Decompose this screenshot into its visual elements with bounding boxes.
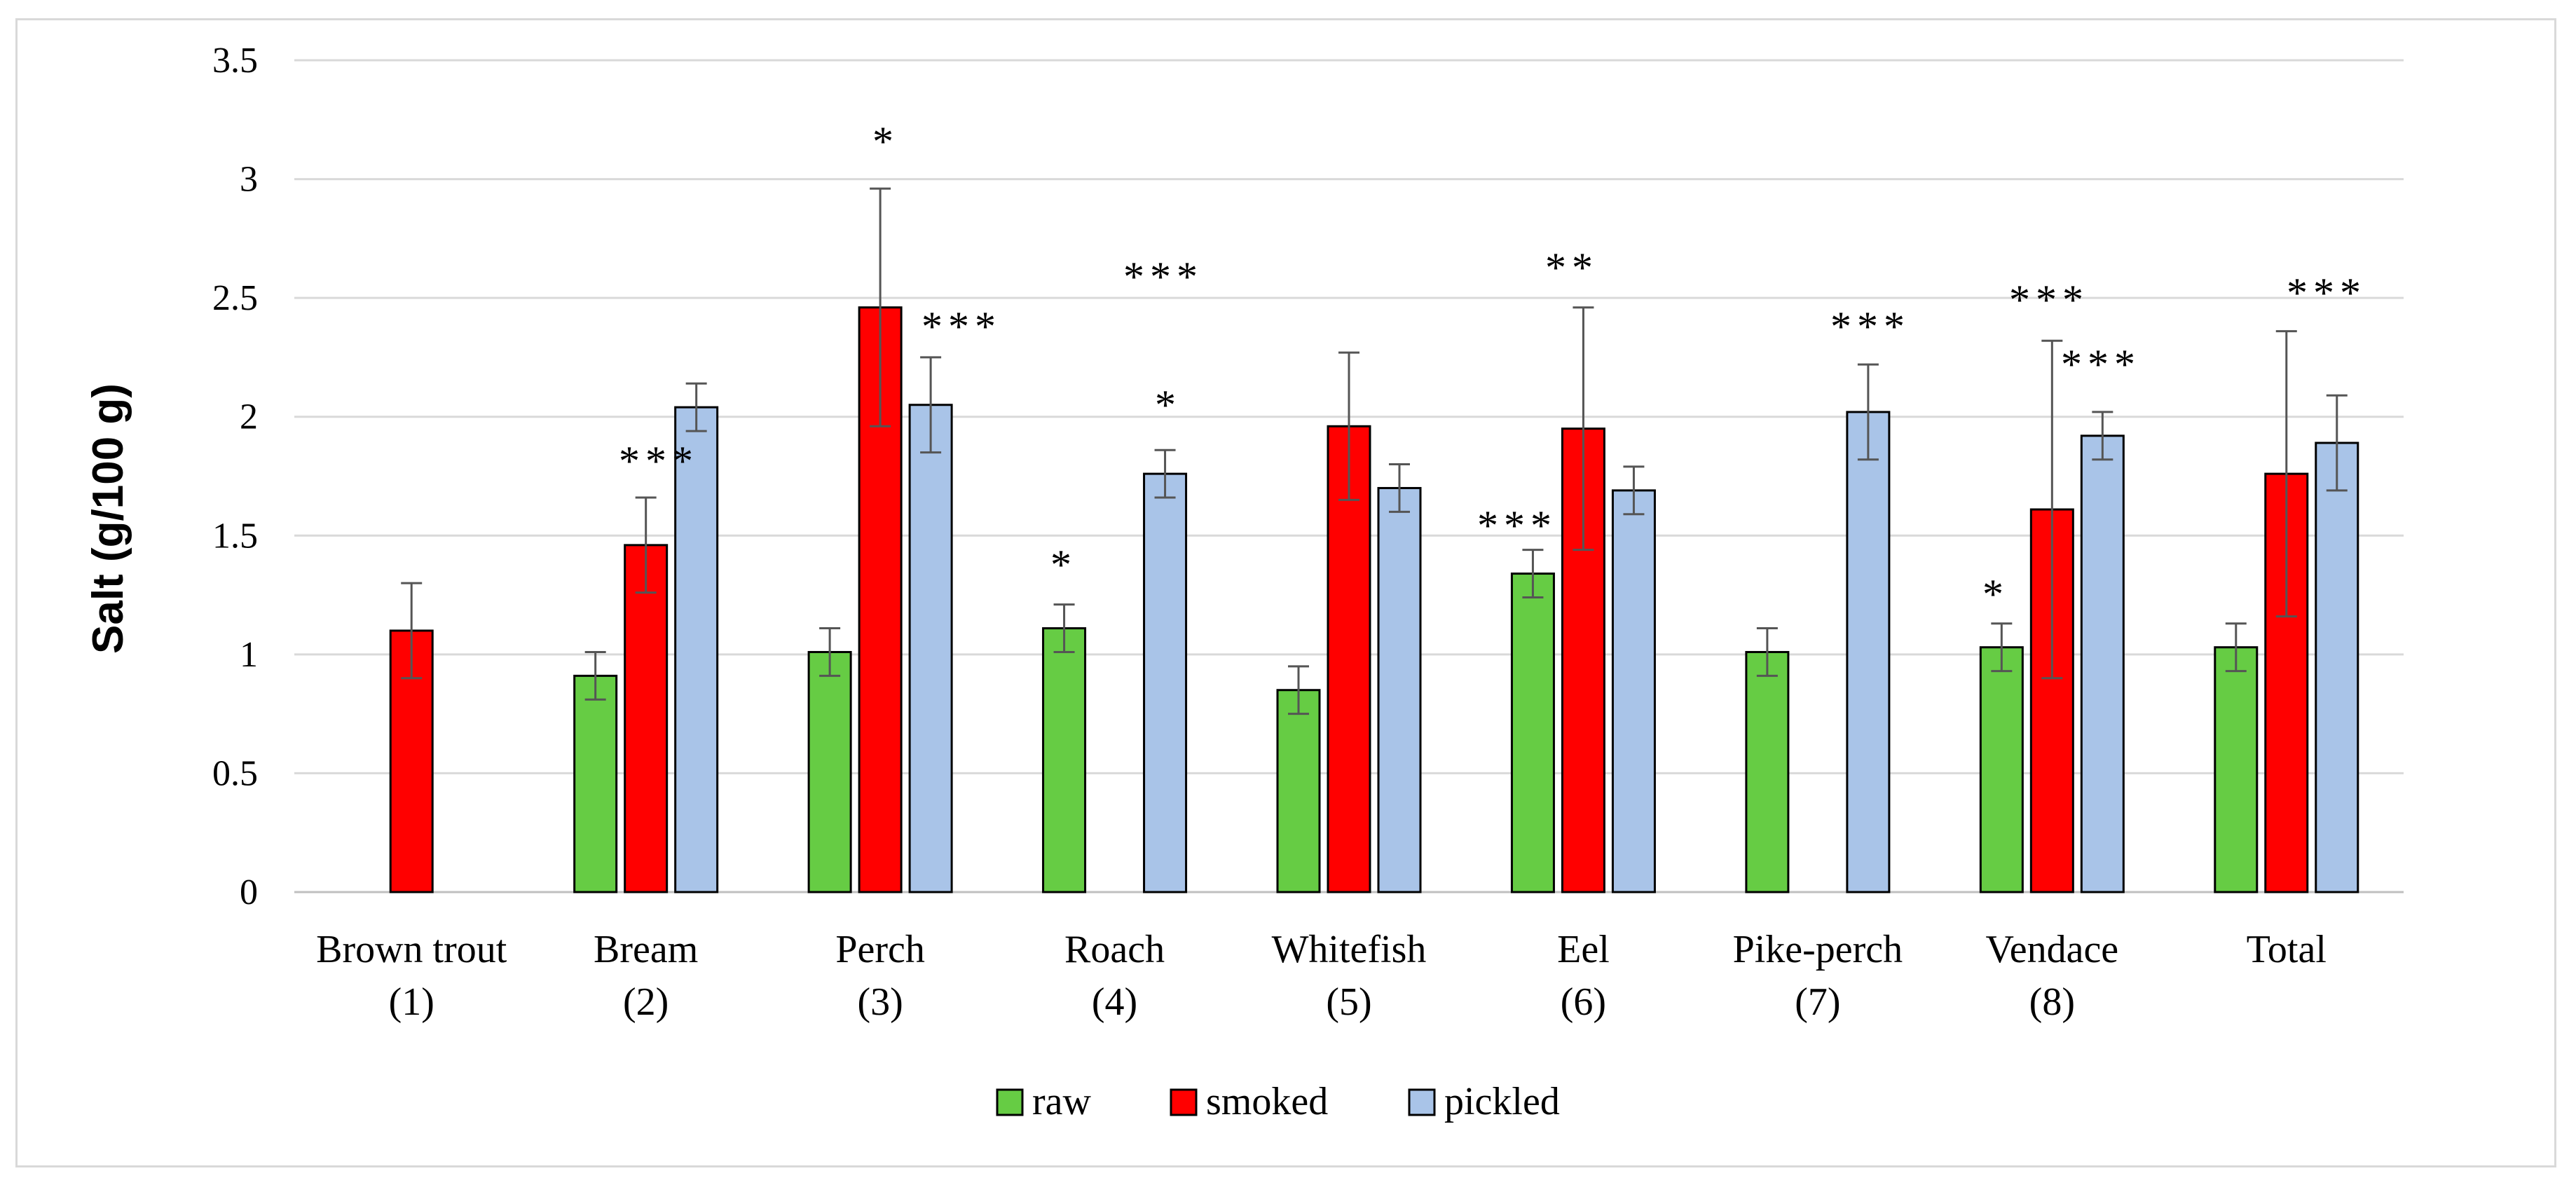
significance-smoked: ** bbox=[1545, 245, 1598, 291]
significance-smoked: *** bbox=[619, 438, 699, 484]
bar-raw bbox=[1510, 573, 1555, 893]
legend-swatch-raw bbox=[996, 1088, 1024, 1116]
bar-raw bbox=[1979, 646, 2024, 893]
significance-pickled: *** bbox=[1830, 303, 1910, 350]
legend-label-pickled: pickled bbox=[1444, 1080, 1560, 1123]
category-label: Total bbox=[2247, 928, 2327, 971]
category-label: Whitefish bbox=[1272, 928, 1427, 971]
bar-smoked bbox=[1327, 425, 1371, 893]
bar-pickled bbox=[908, 404, 953, 893]
y-tick-label: 0.5 bbox=[212, 753, 258, 793]
bar-raw bbox=[2214, 646, 2259, 893]
bar-pickled bbox=[1377, 486, 1422, 893]
category-number: (8) bbox=[2029, 980, 2075, 1024]
category-number: (3) bbox=[857, 980, 903, 1024]
bar-pickled bbox=[1846, 411, 1891, 893]
significance-smoked: *** bbox=[1123, 254, 1203, 300]
significance-raw: *** bbox=[1477, 502, 1557, 549]
category-label: Pike-perch bbox=[1733, 928, 1903, 971]
significance-smoked: *** bbox=[2009, 277, 2089, 323]
bar-smoked bbox=[624, 544, 669, 893]
category-label: Eel bbox=[1557, 928, 1610, 971]
bar-pickled bbox=[1611, 489, 1656, 893]
category-label: Brown trout bbox=[316, 928, 507, 971]
category-label: Vendace bbox=[1986, 928, 2119, 971]
significance-smoked: * bbox=[872, 118, 899, 165]
bar-raw bbox=[1042, 627, 1087, 893]
category-number: (4) bbox=[1092, 980, 1137, 1024]
y-axis-label: Salt (g/100 g) bbox=[84, 383, 132, 654]
bar-raw bbox=[1276, 689, 1321, 893]
significance-pickled: * bbox=[1155, 382, 1181, 428]
category-number: (5) bbox=[1326, 980, 1371, 1024]
legend-label-smoked: smoked bbox=[1206, 1080, 1328, 1123]
chart-frame bbox=[15, 18, 2556, 1167]
bar-pickled bbox=[2080, 434, 2125, 893]
category-labels: Brown trout (1) Bream (2) Perch (3) Roach (4) Wh… bbox=[316, 928, 2327, 1024]
y-tick-label: 0 bbox=[240, 872, 258, 912]
category-number: (6) bbox=[1561, 980, 1606, 1024]
y-tick-label: 2 bbox=[240, 397, 258, 437]
category-label: Perch bbox=[835, 928, 925, 971]
bar-pickled bbox=[674, 406, 719, 893]
legend: raw smoked pickled bbox=[996, 1080, 1560, 1123]
category-number: (7) bbox=[1795, 980, 1840, 1024]
category-number: (2) bbox=[623, 980, 669, 1024]
significance-pickled: *** bbox=[2061, 341, 2141, 388]
significance-labels: ************ ***** ************* bbox=[619, 118, 2366, 617]
category-label: Bream bbox=[594, 928, 698, 971]
y-tick-label: 3.5 bbox=[212, 41, 258, 81]
y-tick-label: 3 bbox=[240, 160, 258, 200]
bar-raw bbox=[1745, 650, 1790, 893]
legend-swatch-pickled bbox=[1408, 1088, 1436, 1116]
bar-pickled bbox=[1143, 472, 1188, 893]
error-bars bbox=[401, 187, 2348, 715]
category-number: (1) bbox=[389, 980, 434, 1024]
y-tick-label: 1 bbox=[240, 635, 258, 675]
bar-raw bbox=[573, 674, 618, 893]
y-axis-ticks: 0 0.5 1 1.5 2 2.5 3 3.5 bbox=[212, 41, 258, 912]
bar-marks bbox=[389, 306, 2359, 893]
y-tick-label: 1.5 bbox=[212, 516, 258, 556]
y-tick-label: 2.5 bbox=[212, 278, 258, 318]
legend-swatch-smoked bbox=[1170, 1088, 1198, 1116]
significance-raw: * bbox=[1982, 571, 2009, 617]
significance-smoked: *** bbox=[2287, 270, 2366, 316]
bar-raw bbox=[807, 650, 852, 893]
legend-label-raw: raw bbox=[1032, 1080, 1092, 1123]
bar-pickled bbox=[2315, 441, 2359, 893]
significance-raw: * bbox=[1050, 542, 1077, 588]
category-label: Roach bbox=[1064, 928, 1165, 971]
significance-pickled: *** bbox=[922, 303, 1001, 350]
